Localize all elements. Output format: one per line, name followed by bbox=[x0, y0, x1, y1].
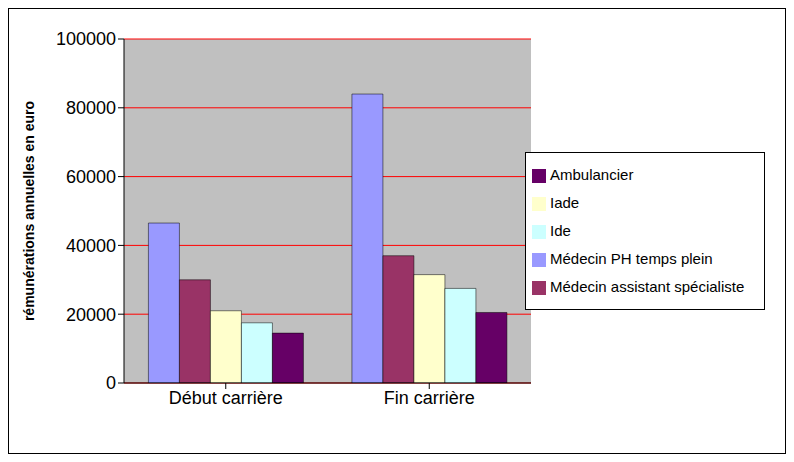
html-text:Ide: Ide bbox=[550, 222, 571, 239]
html-text:Iade: Iade bbox=[550, 194, 580, 211]
html-text:Ambulancier: Ambulancier bbox=[550, 166, 634, 183]
svg-text:rémunérations annuelles en eur: rémunérations annuelles en euro bbox=[21, 101, 37, 321]
svg-text:Début carrière: Début carrière bbox=[169, 388, 283, 408]
svg-text:0: 0 bbox=[106, 373, 116, 393]
svg-text:100000: 100000 bbox=[56, 29, 116, 49]
svg-text:40000: 40000 bbox=[66, 236, 116, 256]
svg-text:Fin carrière: Fin carrière bbox=[384, 388, 475, 408]
svg-text:60000: 60000 bbox=[66, 167, 116, 187]
svg-text:20000: 20000 bbox=[66, 305, 116, 325]
html-text:Médecin assistant spécialiste: Médecin assistant spécialiste bbox=[550, 278, 745, 295]
svg-text:80000: 80000 bbox=[66, 98, 116, 118]
html-text:Médecin PH temps plein: Médecin PH temps plein bbox=[550, 250, 713, 267]
